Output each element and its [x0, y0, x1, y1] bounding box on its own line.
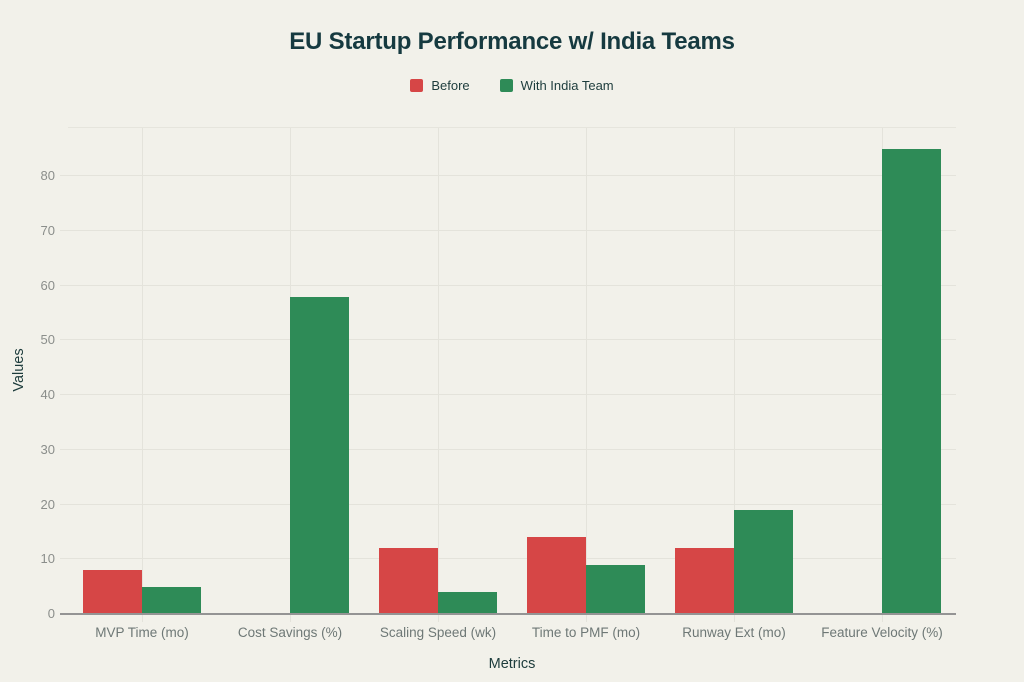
y-gridline-60	[60, 284, 956, 286]
bar-before-runway-ext-mo[interactable]	[675, 548, 734, 614]
y-tick-label-50: 50	[40, 332, 55, 348]
x-tick-label-mvp-time-mo: MVP Time (mo)	[95, 625, 189, 640]
y-gridline-80	[60, 175, 956, 177]
y-gridline-10	[60, 558, 956, 560]
legend-item-with-india-team[interactable]: With India Team	[499, 78, 614, 93]
bar-with-india-team-cost-savings[interactable]	[290, 296, 349, 614]
x-tick-label-feature-velocity: Feature Velocity (%)	[821, 625, 943, 640]
x-gridline-time-to-pmf-mo	[586, 128, 587, 622]
x-axis-title: Metrics	[488, 656, 536, 672]
legend-swatch-with-india-team-icon	[499, 79, 513, 92]
bar-with-india-team-feature-velocity[interactable]	[882, 148, 941, 614]
y-gridline-30	[60, 448, 956, 450]
legend-swatch-before-icon	[410, 79, 424, 92]
legend-label-with-india-team: With India Team	[520, 78, 614, 93]
legend-label-before: Before	[431, 78, 470, 93]
x-tick-label-scaling-speed-wk: Scaling Speed (wk)	[379, 625, 497, 640]
y-gridline-70	[60, 229, 956, 231]
y-tick-label-30: 30	[40, 441, 55, 457]
y-tick-label-0: 0	[47, 606, 55, 621]
y-tick-label-40: 40	[40, 387, 55, 403]
bar-with-india-team-scaling-speed-wk[interactable]	[438, 592, 497, 614]
x-gridline-mvp-time-mo	[142, 128, 143, 622]
bar-with-india-team-runway-ext-mo[interactable]	[734, 510, 793, 614]
y-gridline-20	[60, 503, 956, 505]
y-axis-title: Values	[11, 348, 27, 392]
x-tick-label-cost-savings: Cost Savings (%)	[237, 625, 343, 640]
x-tick-label-runway-ext-mo: Runway Ext (mo)	[682, 625, 786, 640]
bar-with-india-team-time-to-pmf-mo[interactable]	[586, 564, 645, 614]
y-tick-label-70: 70	[40, 222, 55, 238]
chart-title: EU Startup Performance w/ India Teams	[289, 28, 735, 55]
bar-before-scaling-speed-wk[interactable]	[379, 548, 438, 614]
y-tick-label-80: 80	[40, 168, 55, 184]
y-tick-label-20: 20	[40, 496, 55, 512]
chart-legend: Before With India Team	[0, 78, 1024, 93]
x-axis-baseline	[60, 613, 956, 615]
plot-area: 0 10 20 30 40 50 60 70 80 MVP Time (mo) Cost Savin…	[41, 127, 956, 640]
legend-item-before[interactable]: Before	[410, 78, 470, 93]
x-tick-label-time-to-pmf-mo: Time to PMF (mo)	[531, 625, 641, 640]
bar-with-india-team-mvp-time-mo[interactable]	[142, 586, 201, 614]
y-tick-label-60: 60	[40, 277, 55, 293]
bar-before-mvp-time-mo[interactable]	[83, 570, 142, 614]
y-gridline-40	[60, 394, 956, 396]
y-tick-label-10: 10	[40, 551, 55, 567]
x-gridline-scaling-speed-wk	[438, 128, 439, 622]
y-gridline-50	[60, 339, 956, 341]
bar-before-time-to-pmf-mo[interactable]	[527, 537, 586, 614]
